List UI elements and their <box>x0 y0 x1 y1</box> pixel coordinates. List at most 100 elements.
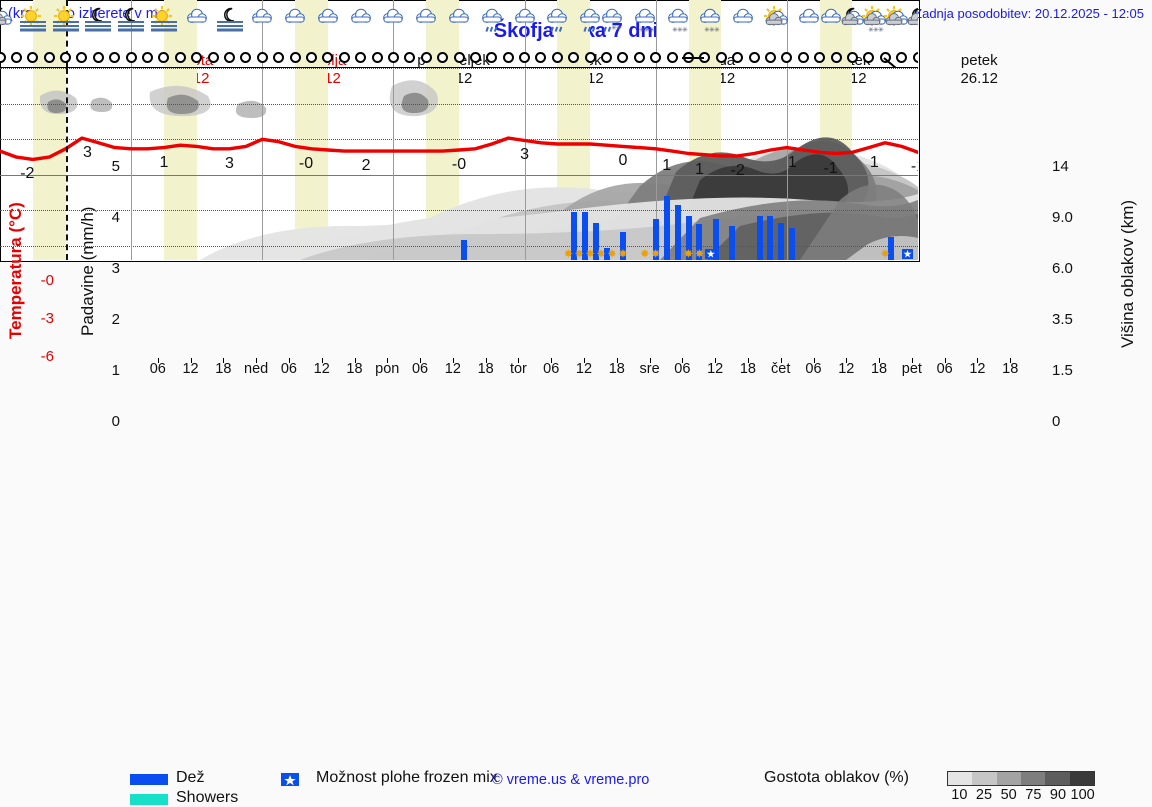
wind-symbol <box>92 52 104 63</box>
wind-symbol <box>814 52 826 63</box>
day-separator <box>655 0 657 67</box>
sun-fog-icon <box>19 2 47 36</box>
axis-tick-label: 6.0 <box>1052 260 1073 277</box>
temperature-value-label: -2 <box>20 165 35 183</box>
wind-symbol <box>322 52 334 63</box>
x-axis-tick <box>518 358 520 363</box>
wind-symbol <box>732 52 744 63</box>
day-separator <box>262 0 264 67</box>
day-separator <box>262 68 264 260</box>
wind-symbol <box>142 52 154 63</box>
x-axis-label: 18 <box>1002 361 1019 377</box>
axis-tick-label: -6 <box>40 348 54 365</box>
x-axis-tick <box>288 358 290 363</box>
wind-symbol <box>453 52 465 63</box>
day-separator <box>786 68 788 260</box>
x-axis-label: 06 <box>543 361 560 377</box>
frozen-mix-marker: ✸ <box>881 249 890 260</box>
x-axis-label: 06 <box>805 361 822 377</box>
precipitation-bar <box>778 222 785 260</box>
svg-text:✳: ✳ <box>873 26 879 34</box>
frozen-mix-marker: ✸ <box>695 249 704 260</box>
grid-line <box>0 139 918 141</box>
x-axis-tick <box>977 358 979 363</box>
cloud-snow-icon: ✳ ✳ ✳ <box>696 2 724 36</box>
shower-chance-marker: ★ <box>705 249 717 259</box>
wind-symbol <box>338 52 350 63</box>
x-axis-tick <box>813 358 815 363</box>
temperature-line <box>0 136 918 162</box>
sun-cloud-snow-icon: ✳ ✳ ✳ <box>860 2 888 36</box>
axis-tick-label: 0 <box>1052 413 1061 430</box>
x-axis-label: 06 <box>674 361 691 377</box>
wind-symbol <box>469 52 481 63</box>
precipitation-tick-labels: 5 4 3 2 1 0 <box>96 96 120 430</box>
wind-symbol <box>404 52 416 63</box>
axis-tick-label: 2 <box>111 311 120 328</box>
moon-fog-icon <box>216 2 244 36</box>
day-separator <box>131 68 133 260</box>
cloud-rain-icon <box>576 2 604 36</box>
precipitation-bar <box>570 211 577 260</box>
wind-symbol <box>568 52 580 63</box>
x-axis-tick <box>616 358 618 363</box>
axis-tick-label: 3.5 <box>1052 311 1073 328</box>
grid-line <box>0 103 918 105</box>
cloud-snow-icon: ✳ ✳ ✳ <box>664 2 692 36</box>
precipitation-bar <box>696 224 703 260</box>
temperature-value-label: 0 <box>618 152 628 170</box>
x-axis-tick <box>354 358 356 363</box>
weather-chart[interactable]: ✳ ✳ ✳ ✳ ✳ ✳ ✳ ✳ ✳ ✳ ✳ ✳ ✳ ✳ ✸ ✸ ✸ ✸ ✸ ✸ ✸ ✸ ✸ ✸ ✸ ★ ★ -2 3 1 3 -0 2 -0 3 0… <box>0 0 920 262</box>
cloud-density-scale-label: 50 <box>1000 787 1017 803</box>
temperature-value-label: 3 <box>82 144 92 162</box>
axis-tick-label: 9.0 <box>1052 209 1073 226</box>
wind-symbol <box>224 52 235 63</box>
x-axis-tick <box>452 358 454 363</box>
x-axis-label: pon <box>375 361 400 377</box>
x-axis-label: 06 <box>280 361 297 377</box>
wind-symbol <box>863 52 875 63</box>
cloud-height-tick-labels: 14 9.0 6.0 3.5 1.5 0 <box>1052 96 1098 430</box>
day-separator <box>524 0 526 67</box>
day-header-petek: petek 26.12 <box>914 52 1045 92</box>
grid-line <box>0 210 918 212</box>
cloud-icon <box>511 2 539 36</box>
wind-barb <box>681 57 704 59</box>
x-axis-tick <box>223 358 225 363</box>
svg-text:✳: ✳ <box>868 26 874 34</box>
day-name: petek <box>960 52 998 69</box>
cloud-sleet-icon: ✳ ✳ <box>598 2 626 36</box>
temperature-value-label: -0 <box>451 155 467 173</box>
wind-symbol <box>420 52 432 63</box>
x-axis-labels: 06 12 18 ned 06 12 18 pon 06 12 18 tor 06 12 18 sre 06 12… <box>125 361 1045 381</box>
wind-symbol <box>764 52 776 63</box>
precipitation-bar <box>619 231 626 260</box>
wind-symbol <box>0 52 6 63</box>
precipitation-bar <box>663 195 670 260</box>
x-axis-tick <box>879 358 881 363</box>
temperature-value-label: 3 <box>520 146 530 164</box>
last-updated-label: Zadnja posodobitev: 20.12.2025 - 12:05 <box>914 6 1144 21</box>
wind-symbol <box>502 52 514 63</box>
cloud-icon <box>248 2 276 36</box>
axis-tick-label: 3 <box>111 260 120 277</box>
wind-symbol <box>830 52 842 63</box>
x-axis-tick <box>551 358 553 363</box>
temperature-value-label: 1 <box>662 157 672 175</box>
temperature-value-label: -1 <box>910 158 918 176</box>
x-axis-label: 18 <box>346 361 363 377</box>
moon-cloud-icon <box>0 2 14 36</box>
svg-text:✳: ✳ <box>682 26 688 34</box>
cloud-icon <box>314 2 342 36</box>
svg-text:✳: ✳ <box>611 24 617 32</box>
shower-chance-marker: ★ <box>902 249 914 259</box>
frozen-mix-marker: ✸ <box>651 249 660 260</box>
x-axis-label: 18 <box>215 361 232 377</box>
x-axis-label: 12 <box>838 361 855 377</box>
cloud-density-scale <box>947 771 1095 786</box>
wind-symbol <box>10 52 22 63</box>
sun-cloud-icon <box>882 2 910 36</box>
sun-cloud-icon <box>762 2 790 36</box>
temperature-value-label: 1 <box>869 153 879 171</box>
cloud-density-scale-segment <box>1045 772 1070 785</box>
